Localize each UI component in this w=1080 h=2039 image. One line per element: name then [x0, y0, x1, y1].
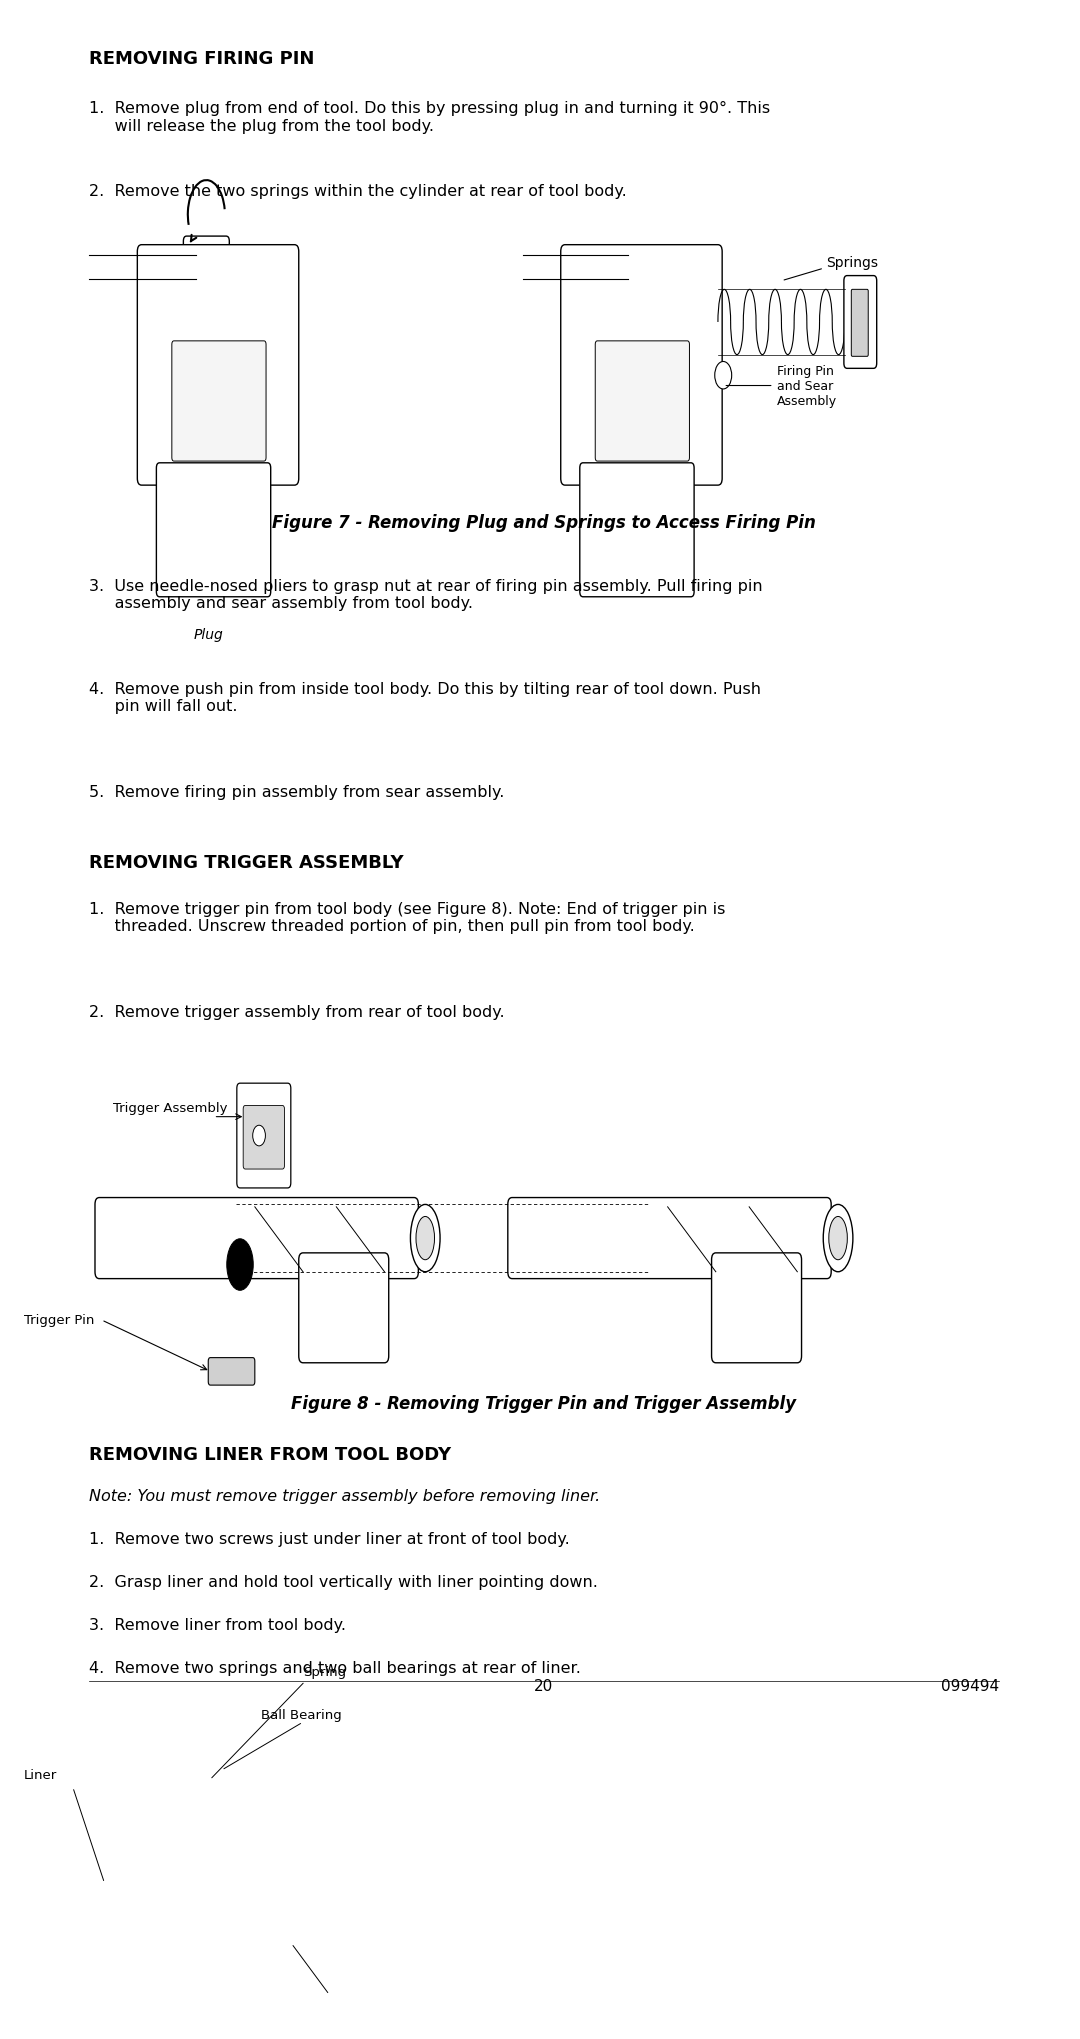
FancyBboxPatch shape	[299, 1254, 389, 1364]
Ellipse shape	[670, 1853, 693, 1913]
FancyBboxPatch shape	[193, 259, 219, 349]
Text: 1.  Remove trigger pin from tool body (see Figure 8). Note: End of trigger pin i: 1. Remove trigger pin from tool body (se…	[89, 901, 725, 934]
FancyBboxPatch shape	[595, 343, 689, 463]
Ellipse shape	[624, 361, 657, 412]
Circle shape	[197, 1764, 212, 1786]
Text: REMOVING LINER FROM TOOL BODY: REMOVING LINER FROM TOOL BODY	[89, 1446, 450, 1464]
Text: 4.  Remove two springs and two ball bearings at rear of liner.: 4. Remove two springs and two ball beari…	[89, 1660, 581, 1676]
FancyBboxPatch shape	[208, 1358, 255, 1384]
FancyBboxPatch shape	[157, 463, 271, 597]
Circle shape	[267, 1943, 281, 1968]
FancyBboxPatch shape	[172, 343, 266, 463]
FancyBboxPatch shape	[508, 1199, 832, 1278]
FancyBboxPatch shape	[95, 1841, 279, 1927]
Text: Trigger Pin: Trigger Pin	[24, 1313, 94, 1327]
Ellipse shape	[227, 1240, 253, 1291]
FancyBboxPatch shape	[85, 1831, 108, 1937]
FancyBboxPatch shape	[237, 1083, 291, 1189]
Circle shape	[715, 363, 731, 389]
Text: 4.  Remove push pin from inside tool body. Do this by tilting rear of tool down.: 4. Remove push pin from inside tool body…	[89, 681, 760, 714]
FancyBboxPatch shape	[712, 1254, 801, 1364]
Text: 3.  Remove liner from tool body.: 3. Remove liner from tool body.	[89, 1617, 346, 1631]
Text: Trigger Assembly: Trigger Assembly	[113, 1101, 228, 1113]
Text: 3.  Use needle-nosed pliers to grasp nut at rear of firing pin assembly. Pull fi: 3. Use needle-nosed pliers to grasp nut …	[89, 579, 762, 612]
Text: Firing Pin
and Sear
Assembly: Firing Pin and Sear Assembly	[778, 365, 837, 408]
FancyBboxPatch shape	[580, 463, 694, 597]
FancyBboxPatch shape	[95, 1199, 418, 1278]
Text: Plug: Plug	[193, 628, 224, 642]
Text: 2.  Grasp liner and hold tool vertically with liner pointing down.: 2. Grasp liner and hold tool vertically …	[89, 1574, 597, 1588]
Circle shape	[231, 1764, 246, 1786]
FancyBboxPatch shape	[561, 245, 723, 485]
FancyBboxPatch shape	[851, 290, 868, 357]
FancyBboxPatch shape	[137, 245, 299, 485]
Ellipse shape	[823, 1205, 853, 1272]
FancyBboxPatch shape	[843, 277, 877, 369]
FancyBboxPatch shape	[514, 1913, 651, 2010]
FancyBboxPatch shape	[257, 1827, 675, 1939]
Text: 1.  Remove two screws just under liner at front of tool body.: 1. Remove two screws just under liner at…	[89, 1531, 569, 1546]
Text: REMOVING TRIGGER ASSEMBLY: REMOVING TRIGGER ASSEMBLY	[89, 852, 403, 871]
Text: Ball Bearing: Ball Bearing	[260, 1709, 341, 1721]
Text: 099494: 099494	[941, 1678, 999, 1692]
Text: Figure 8 - Removing Trigger Pin and Trigger Assembly: Figure 8 - Removing Trigger Pin and Trig…	[292, 1395, 796, 1411]
Circle shape	[307, 1943, 322, 1968]
Text: 2.  Remove trigger assembly from rear of tool body.: 2. Remove trigger assembly from rear of …	[89, 1005, 504, 1020]
Text: 1.  Remove plug from end of tool. Do this by pressing plug in and turning it 90°: 1. Remove plug from end of tool. Do this…	[89, 102, 770, 135]
Text: Springs: Springs	[826, 255, 878, 269]
Text: 2.  Remove the two springs within the cylinder at rear of tool body.: 2. Remove the two springs within the cyl…	[89, 184, 626, 198]
Ellipse shape	[410, 1205, 440, 1272]
Text: Spring: Spring	[303, 1666, 346, 1678]
FancyBboxPatch shape	[184, 237, 229, 361]
Text: 5.  Remove firing pin assembly from sear assembly.: 5. Remove firing pin assembly from sear …	[89, 785, 504, 799]
Ellipse shape	[416, 1217, 434, 1260]
Text: Note: You must remove trigger assembly before removing liner.: Note: You must remove trigger assembly b…	[89, 1488, 599, 1503]
Text: Liner: Liner	[24, 1768, 57, 1782]
FancyBboxPatch shape	[243, 1105, 284, 1170]
Text: 20: 20	[535, 1678, 553, 1692]
Text: Figure 7 - Removing Plug and Springs to Access Firing Pin: Figure 7 - Removing Plug and Springs to …	[272, 514, 815, 532]
Ellipse shape	[828, 1217, 848, 1260]
Circle shape	[253, 1126, 266, 1146]
Text: REMOVING FIRING PIN: REMOVING FIRING PIN	[89, 49, 314, 67]
Ellipse shape	[664, 1837, 699, 1929]
Ellipse shape	[201, 361, 233, 412]
